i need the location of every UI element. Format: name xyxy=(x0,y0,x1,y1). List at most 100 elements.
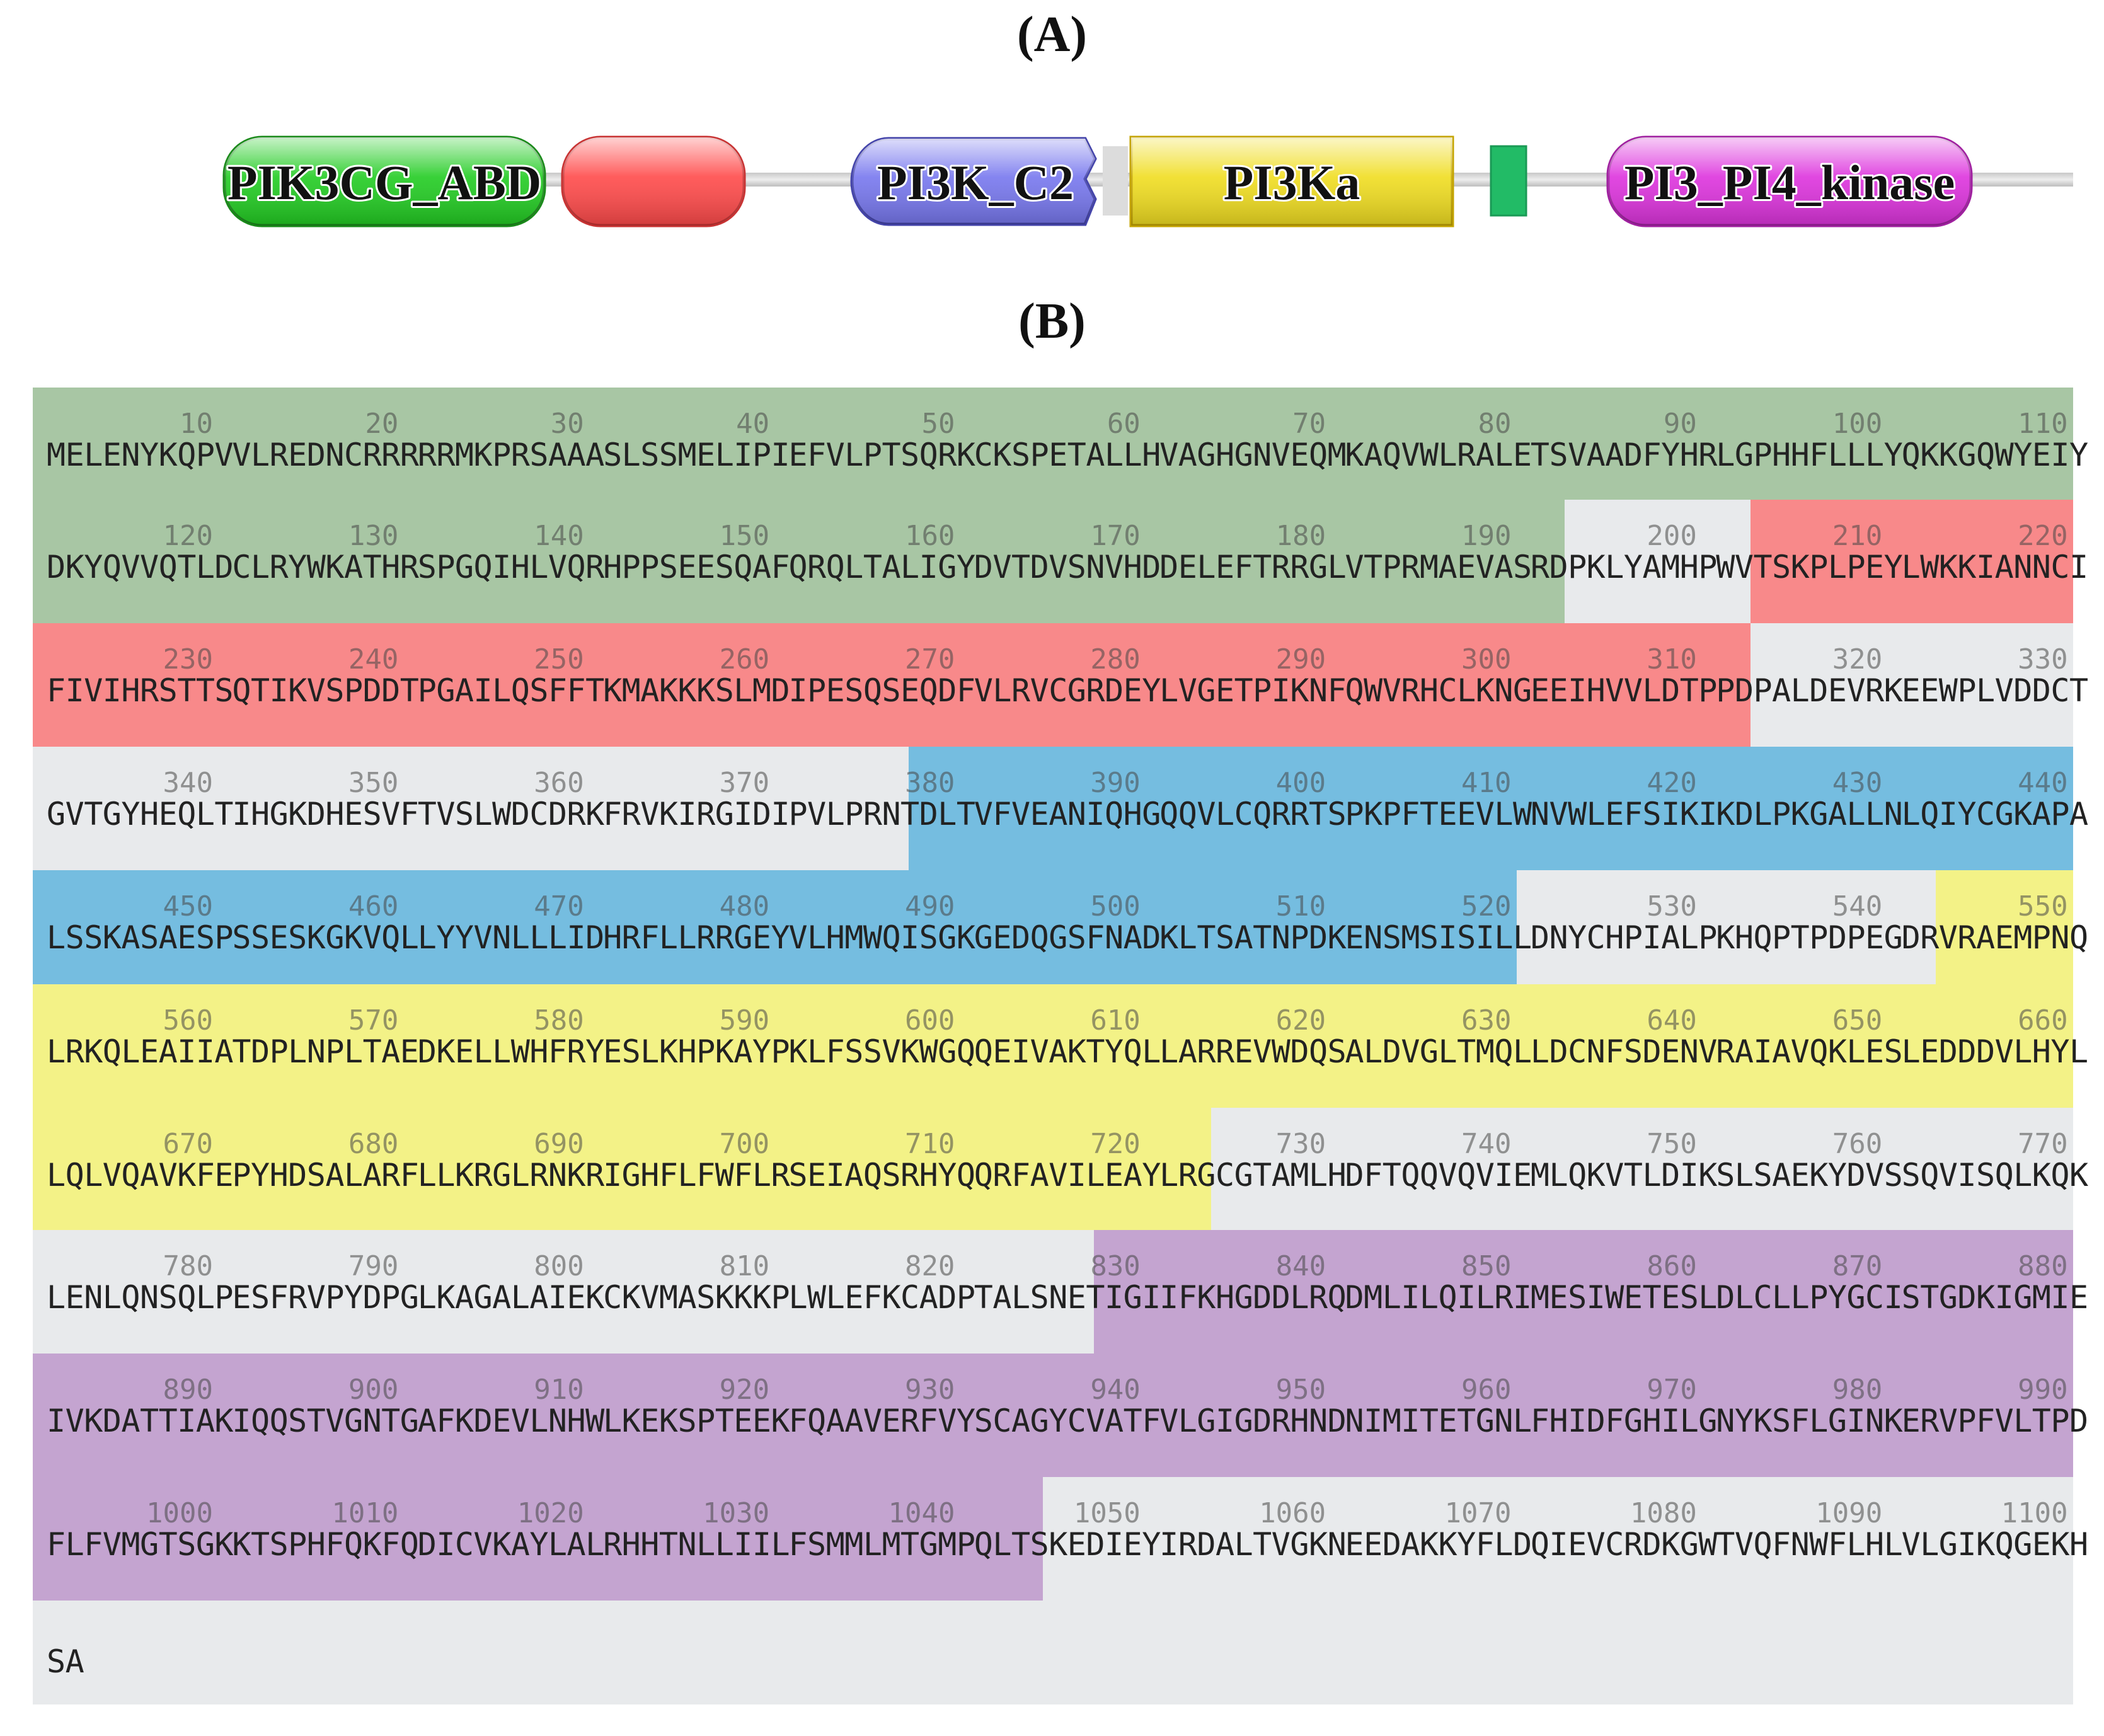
domain-highlight-pik3cg-abd xyxy=(33,388,2073,500)
residue-sequence: LQLVQAVKFE xyxy=(47,1157,234,1193)
residue-position-number: 20 xyxy=(365,408,399,440)
domain-highlight-none xyxy=(33,1601,2073,1704)
residue-position-number: 380 xyxy=(904,767,955,799)
residue-sequence: QIEVCRDKGW xyxy=(1530,1526,1718,1563)
residue-position-number: 1070 xyxy=(1444,1497,1512,1529)
domain-highlight-pi3ka xyxy=(33,1108,1211,1230)
domain-pi3ka: PI3Ka xyxy=(1129,135,1454,227)
residue-sequence: CLRYWKATHR xyxy=(232,549,419,585)
residue-position-number: 840 xyxy=(1275,1250,1326,1282)
residue-sequence: GVTGYHEQLT xyxy=(47,796,234,832)
sequence-group: 670 LQLVQAVKFE xyxy=(33,1120,234,1202)
domain-pi3k-c2: PI3K_C2 xyxy=(850,137,1097,226)
sequence-group: 400 QQVLCQRRTS xyxy=(1146,759,1347,841)
sequence-group: 90 TSVAADFYHR xyxy=(1517,400,1718,482)
residue-sequence: IVKDATTIAK xyxy=(47,1403,234,1439)
residue-sequence: LDCNFSDENV xyxy=(1530,1033,1718,1070)
residue-sequence: HPPSEESQAF xyxy=(603,549,790,585)
sequence-group: 940 SCAGYCVATF xyxy=(960,1366,1161,1448)
residue-position-number: 940 xyxy=(1090,1374,1141,1406)
domain-highlight-pi3k-c2 xyxy=(33,870,1517,984)
residue-position-number: 420 xyxy=(1647,767,1697,799)
residue-position-number: 760 xyxy=(1832,1128,1883,1160)
residue-position-number: 600 xyxy=(904,1004,955,1037)
residue-position-number: 160 xyxy=(904,520,955,552)
domain-highlight-rbd xyxy=(1750,500,2073,623)
residue-position-number: 930 xyxy=(904,1374,955,1406)
residue-sequence: KTSPHFQKFQ xyxy=(232,1526,419,1563)
residue-sequence: DKYQVVQTLD xyxy=(47,549,234,585)
residue-sequence: SEIAQSRHYQ xyxy=(788,1157,975,1193)
residue-position-number: 980 xyxy=(1832,1374,1883,1406)
residue-sequence: KAQVWLRALE xyxy=(1345,437,1532,473)
sequence-group: 1000 FLFVMGTSGK xyxy=(33,1490,234,1572)
sequence-group: 390 VFVEANIQHG xyxy=(960,759,1161,841)
domain-highlight-pi3-pi4-kinase xyxy=(1094,1230,2073,1354)
residue-position-number: 500 xyxy=(1090,890,1141,923)
sequence-group: 140 SPGQIHLVQR xyxy=(404,512,605,594)
residue-position-number: 350 xyxy=(348,767,399,799)
domain-highlight-rbd xyxy=(33,623,1750,747)
sequence-group: 160 QRQLTALIGY xyxy=(774,512,975,594)
residue-position-number: 210 xyxy=(1832,520,1883,552)
sequence-group: 730 LRGCGTAMLH xyxy=(1146,1120,1347,1202)
residue-sequence: LGPHHFLLLY xyxy=(1716,437,1903,473)
panel-label-a: (A) xyxy=(1016,7,1088,62)
residue-position-number: 220 xyxy=(2018,520,2068,552)
residue-sequence: VAGHGNVEQM xyxy=(1159,437,1347,473)
residue-position-number: 1010 xyxy=(331,1497,399,1529)
residue-sequence: DFTQQVQVIE xyxy=(1345,1157,1532,1193)
residue-sequence: FQAAVERFVY xyxy=(788,1403,975,1439)
residue-position-number: 630 xyxy=(1461,1004,1512,1037)
residue-position-number: 340 xyxy=(163,767,213,799)
residue-sequence: TVQFNWFLHL xyxy=(1716,1526,1903,1563)
residue-position-number: 540 xyxy=(1832,890,1883,923)
residue-position-number: 100 xyxy=(1832,408,1883,440)
residue-position-number: 900 xyxy=(348,1374,399,1406)
residue-position-number: 590 xyxy=(719,1004,770,1037)
residue-sequence: TSVAADFYHR xyxy=(1530,437,1718,473)
residue-sequence: FHIDFGHILG xyxy=(1530,1403,1718,1439)
domain-highlight-pi3-pi4-kinase xyxy=(33,1477,1043,1601)
residue-sequence: IQQSTVGNTG xyxy=(232,1403,419,1439)
sequence-group: 920 LKEKSPTEEK xyxy=(589,1366,790,1448)
residue-position-number: 810 xyxy=(719,1250,770,1282)
residue-sequence: FSMMLMTGMP xyxy=(788,1526,975,1563)
residue-position-number: 200 xyxy=(1647,520,1697,552)
sequence-group: 900 IQQSTVGNTG xyxy=(218,1366,419,1448)
residue-sequence: HRFLLRRGEY xyxy=(603,919,790,956)
sequence-group: 790 ESFRVPYDPG xyxy=(218,1243,419,1325)
residue-sequence: SPGQIHLVQR xyxy=(417,549,605,585)
residue-sequence: FIVIHRSTTS xyxy=(47,672,234,709)
residue-sequence: VLRVCGRDEY xyxy=(974,672,1161,709)
residue-sequence: PDPALDEVRK xyxy=(1716,672,1903,709)
residue-position-number: 440 xyxy=(2018,767,2068,799)
residue-sequence: CKSPETALLH xyxy=(974,437,1161,473)
sequence-group: 1060 IRDALTVGKN xyxy=(1146,1490,1347,1572)
sequence-group: 690 LLKRGLRNKR xyxy=(404,1120,605,1202)
residue-sequence: RDPKLYAMHP xyxy=(1530,549,1718,585)
sequence-group: 230 FIVIHRSTTS xyxy=(33,636,234,718)
sequence-group: 270 IPESQSEQDF xyxy=(774,636,975,718)
residue-sequence: LRGCGTAMLH xyxy=(1159,1157,1347,1193)
sequence-group: 630 ALDVGLTMQL xyxy=(1331,997,1532,1079)
residue-sequence: LLKRGLRNKR xyxy=(417,1157,605,1193)
residue-sequence: KHQPTPDPEG xyxy=(1716,919,1903,956)
residue-sequence: LARREVWDQS xyxy=(1159,1033,1347,1070)
domain-label-pi3k-c2: PI3K_C2 xyxy=(877,155,1074,210)
sequence-group: 1040 FSMMLMTGMP xyxy=(774,1490,975,1572)
residue-position-number: 860 xyxy=(1647,1250,1697,1282)
residue-position-number: 680 xyxy=(348,1128,399,1160)
sequence-group: 210 WVTSKPLPEY xyxy=(1702,512,1903,594)
residue-sequence: KLFSSVKWGQ xyxy=(788,1033,975,1070)
residue-position-number: 30 xyxy=(550,408,584,440)
sequence-group: 420 NVWLEFSIKI xyxy=(1517,759,1718,841)
residue-position-number: 70 xyxy=(1292,408,1326,440)
residue-position-number: 40 xyxy=(736,408,770,440)
sequence-group: 1020 DICVKAYLAL xyxy=(404,1490,605,1572)
residue-position-number: 60 xyxy=(1107,408,1141,440)
domain-highlight-pi3-pi4-kinase xyxy=(33,1354,2073,1477)
domain-highlight-none xyxy=(1565,500,1750,623)
residue-sequence: LVGETPIKNF xyxy=(1159,672,1347,709)
sequence-group: 520 ENSMSISILL xyxy=(1331,883,1532,965)
